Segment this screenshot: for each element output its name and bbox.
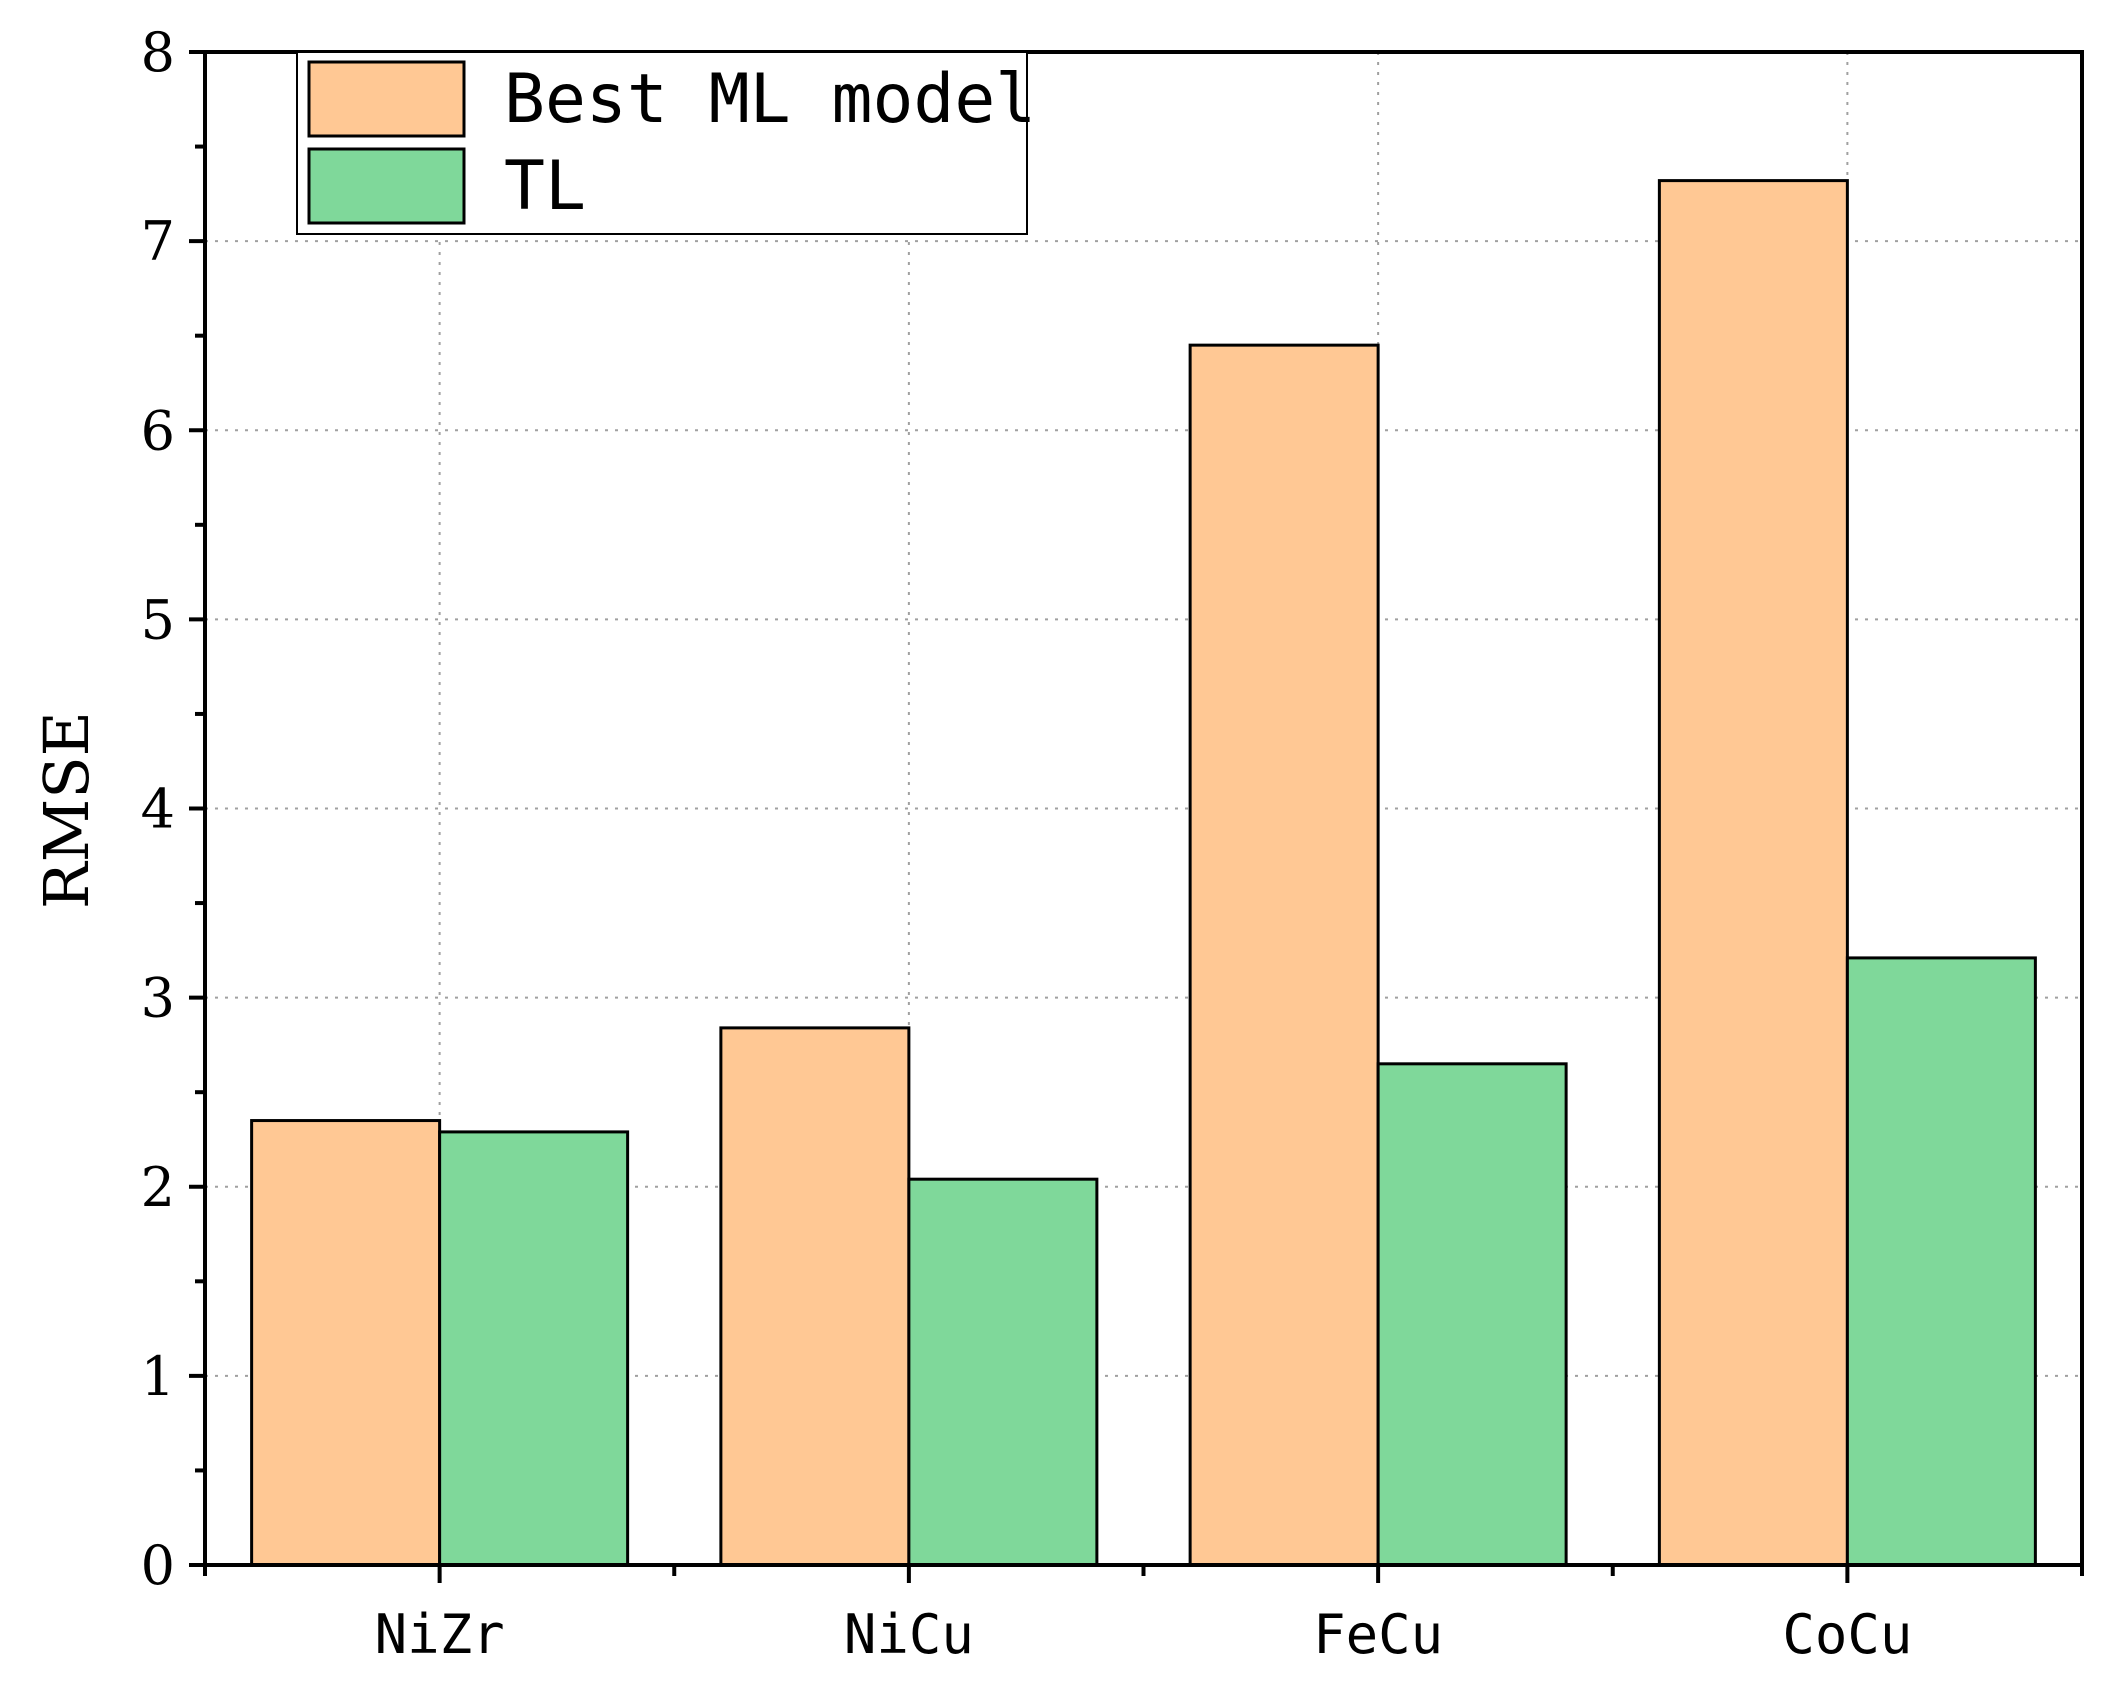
x-tick-label-NiZr: NiZr — [375, 1603, 505, 1666]
y-tick-label-4: 4 — [141, 778, 175, 841]
y-axis-title: RMSE — [30, 711, 103, 909]
y-tick-label-2: 2 — [141, 1156, 175, 1219]
bar-tl-CoCu — [1845, 956, 2037, 1567]
legend-swatch-best-ml — [307, 60, 466, 138]
x-tick-label-FeCu: FeCu — [1313, 1603, 1443, 1666]
y-tick-label-0: 0 — [141, 1534, 175, 1597]
x-tick-label-NiCu: NiCu — [844, 1603, 974, 1666]
y-tick-label-8: 8 — [141, 21, 175, 84]
legend-swatch-tl — [307, 147, 466, 225]
legend-label-tl: TL — [504, 147, 586, 226]
bar-best-ml-NiZr — [250, 1119, 442, 1567]
ticks-layer: 0 1 2 3 4 5 6 7 8 NiZr NiCu FeCu CoCu — [141, 21, 2084, 1666]
y-tick-label-3: 3 — [141, 967, 175, 1030]
y-tick-label-6: 6 — [141, 399, 175, 462]
bar-best-ml-CoCu — [1657, 179, 1849, 1567]
legend-label-best-ml: Best ML model — [504, 60, 1036, 139]
legend: Best ML model TL — [296, 51, 1036, 235]
bar-best-ml-NiCu — [719, 1026, 911, 1567]
bar-best-ml-FeCu — [1188, 343, 1380, 1567]
bar-tl-FeCu — [1376, 1062, 1568, 1567]
y-tick-label-5: 5 — [141, 588, 175, 651]
bar-tl-NiCu — [907, 1177, 1099, 1567]
bars-layer — [250, 179, 2037, 1567]
y-tick-label-1: 1 — [141, 1345, 175, 1408]
bar-tl-NiZr — [438, 1130, 630, 1567]
x-tick-label-CoCu: CoCu — [1782, 1603, 1912, 1666]
y-tick-label-7: 7 — [141, 210, 175, 273]
